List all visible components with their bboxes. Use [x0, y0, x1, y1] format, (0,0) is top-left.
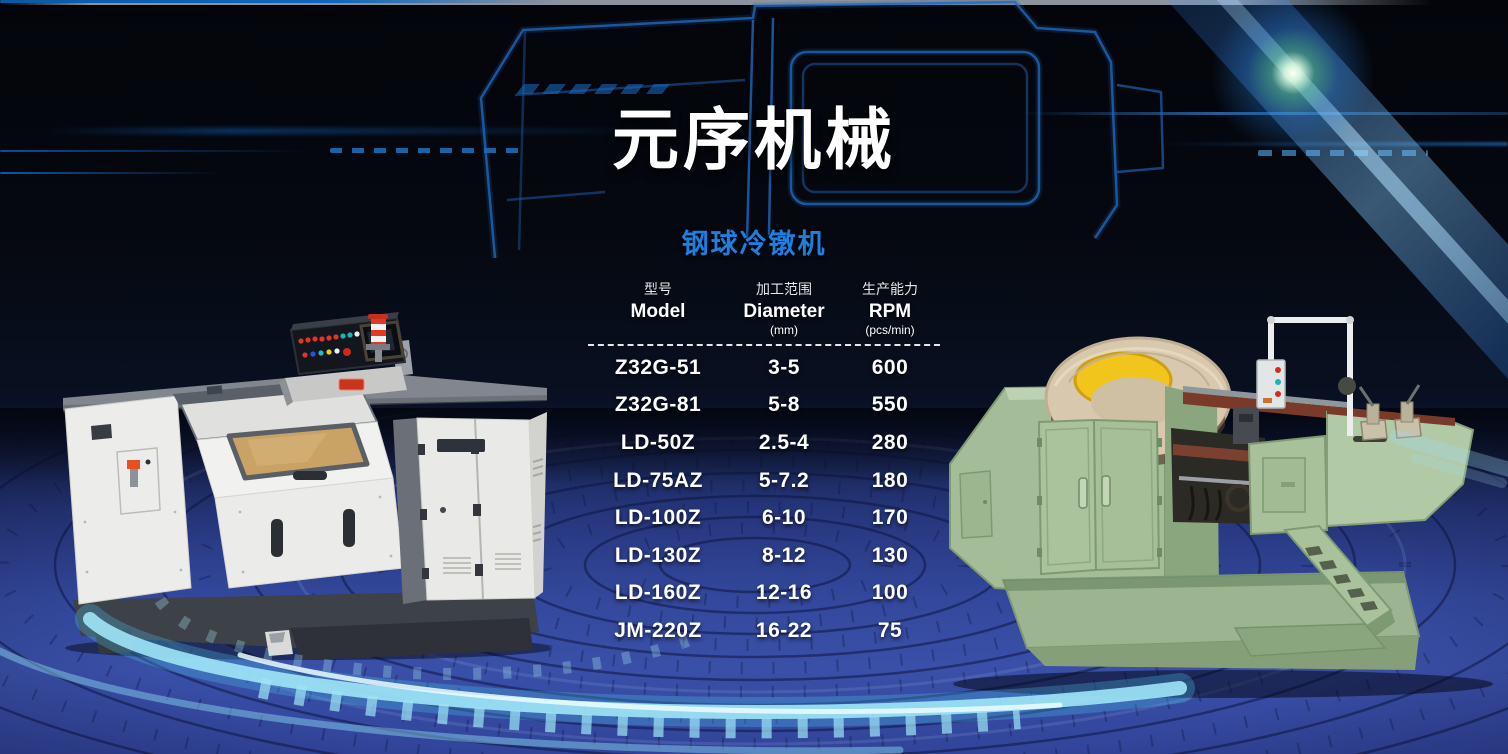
column-header-rpm: 生产能力 RPM (pcs/min)	[840, 280, 940, 337]
row-model: Z32G-51	[614, 355, 702, 379]
table-row: LD-75AZ 5-7.2 180	[588, 462, 940, 500]
tech-streak	[40, 128, 680, 134]
row-diameter: 2.5-4	[758, 430, 810, 454]
pendant-control-frame	[1256, 316, 1356, 436]
machine-double-doors	[1037, 418, 1162, 576]
column-label-en: RPM	[868, 301, 912, 322]
row-model: JM-220Z	[614, 618, 702, 642]
row-diameter: 6-10	[761, 506, 807, 530]
top-edge-strip	[0, 0, 1508, 5]
column-header-diameter: 加工范围 Diameter (mm)	[728, 280, 840, 337]
row-diameter: 5-7.2	[758, 468, 810, 492]
tech-streak	[0, 150, 310, 152]
row-model: LD-75AZ	[613, 468, 703, 492]
table-row: JM-220Z 16-22 75	[588, 612, 940, 650]
machine-mid-section	[1165, 386, 1267, 598]
row-rpm: 100	[871, 581, 909, 605]
column-label-cn: 型号	[644, 281, 672, 297]
table-row: LD-160Z 12-16 100	[588, 575, 940, 613]
row-model: LD-50Z	[620, 430, 696, 454]
row-rpm: 180	[871, 468, 909, 492]
table-row: LD-100Z 6-10 170	[588, 499, 940, 537]
column-header-model: 型号 Model	[588, 280, 728, 337]
row-diameter: 8-12	[761, 543, 807, 567]
row-model: LD-130Z	[614, 543, 702, 567]
column-unit: (pcs/min)	[865, 323, 915, 337]
machine-cabinet-doors	[393, 412, 547, 604]
column-label-en: Diameter	[743, 301, 825, 322]
row-diameter: 12-16	[755, 581, 813, 605]
tech-streak-dashes	[330, 148, 520, 153]
table-row: LD-50Z 2.5-4 280	[588, 424, 940, 462]
row-rpm: 280	[871, 430, 909, 454]
row-diameter: 5-8	[768, 393, 800, 417]
product-name: 钢球冷镦机	[681, 229, 827, 259]
page-title: 元序机械	[612, 103, 896, 178]
row-rpm: 550	[871, 393, 909, 417]
table-row: Z32G-81 5-8 550	[588, 387, 940, 425]
tech-streak	[0, 172, 220, 174]
control-panel	[279, 312, 413, 406]
signal-beacon-icon	[366, 314, 390, 362]
spec-table: 型号 Model 加工范围 Diameter (mm) 生产能力 RPM (pc…	[588, 280, 940, 650]
spec-table-body: Z32G-51 3-5 600 Z32G-81 5-8 550 LD-50Z 2…	[588, 349, 940, 650]
row-model: LD-100Z	[614, 506, 702, 530]
row-rpm: 600	[871, 355, 909, 379]
spec-table-header: 型号 Model 加工范围 Diameter (mm) 生产能力 RPM (pc…	[588, 280, 940, 337]
row-rpm: 130	[871, 543, 909, 567]
grease-pumps	[1358, 384, 1422, 441]
table-row: LD-130Z 8-12 130	[588, 537, 940, 575]
row-diameter: 16-22	[755, 618, 813, 642]
column-label-en: Model	[630, 301, 686, 322]
column-label-cn: 生产能力	[862, 281, 918, 297]
dashed-separator	[588, 344, 940, 346]
discharge-chute	[1233, 524, 1395, 657]
row-model: Z32G-81	[614, 393, 702, 417]
row-rpm: 170	[871, 506, 909, 530]
green-cold-heading-machine-image	[949, 316, 1493, 698]
machine-left-panel	[64, 395, 192, 605]
row-diameter: 3-5	[768, 355, 800, 379]
row-model: LD-160Z	[614, 581, 702, 605]
column-unit: (mm)	[770, 323, 798, 337]
row-rpm: 75	[877, 618, 903, 642]
tech-streak	[0, 0, 560, 3]
white-cold-heading-machine-image	[63, 312, 550, 660]
column-label-cn: 加工范围	[756, 281, 812, 297]
indicator-lights	[298, 331, 360, 358]
machine-front-box	[1247, 434, 1329, 536]
table-row: Z32G-51 3-5 600	[588, 349, 940, 387]
